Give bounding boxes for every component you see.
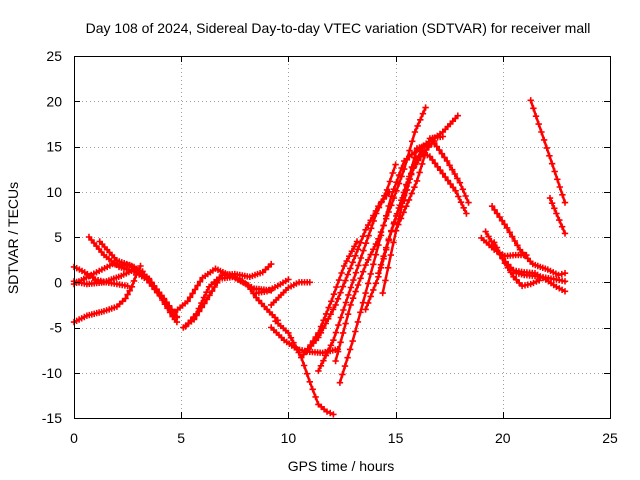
series-markers — [272, 318, 337, 418]
series-track-30 — [510, 269, 569, 285]
series-track-20 — [379, 139, 472, 297]
series-track-12 — [272, 318, 337, 418]
series-track-11 — [268, 279, 313, 309]
series-markers — [180, 273, 281, 331]
series-track-15 — [304, 238, 361, 353]
series-track-13 — [268, 324, 341, 356]
series-line — [72, 262, 179, 318]
y-tick-label: 0 — [54, 274, 62, 290]
x-tick-label: 15 — [388, 430, 404, 446]
y-tick-label: -5 — [50, 320, 63, 336]
y-axis-label: SDTVAR / TECUs — [5, 182, 21, 294]
series-markers — [510, 269, 569, 285]
series-track-09 — [180, 273, 281, 331]
y-tick-label: -15 — [42, 410, 62, 426]
series-markers — [478, 234, 530, 260]
series-markers — [546, 194, 569, 237]
series-markers — [268, 324, 341, 356]
series-markers — [253, 276, 292, 297]
data-series — [70, 97, 569, 418]
series-markers — [315, 161, 399, 375]
y-tick-label: 5 — [54, 229, 62, 245]
series-track-23 — [401, 137, 438, 204]
series-markers — [488, 203, 569, 279]
series-markers — [401, 137, 438, 204]
series-markers — [527, 97, 569, 206]
series-markers — [379, 139, 472, 297]
x-axis-label: GPS time / hours — [288, 458, 395, 474]
series-track-24 — [488, 203, 569, 279]
x-tick-label: 25 — [602, 430, 618, 446]
axis-ticks: 0 5 10 15 20 25 -15 -10 -5 0 5 10 15 20 25 — [42, 48, 618, 446]
series-track-18 — [336, 146, 470, 386]
x-tick-label: 0 — [70, 430, 78, 446]
series-track-16 — [315, 161, 399, 375]
x-tick-label: 20 — [495, 430, 511, 446]
series-markers — [304, 238, 361, 353]
chart-title: Day 108 of 2024, Sidereal Day-to-day VTE… — [86, 20, 591, 36]
series-track-27 — [478, 234, 530, 260]
series-markers — [268, 279, 313, 309]
x-tick-label: 5 — [177, 430, 185, 446]
y-tick-label: 15 — [46, 139, 62, 155]
y-tick-label: 20 — [46, 93, 62, 109]
series-track-29 — [546, 194, 569, 237]
y-tick-label: 25 — [46, 48, 62, 64]
series-track-28 — [527, 97, 569, 206]
series-track-26 — [491, 239, 543, 290]
series-markers — [491, 239, 543, 290]
series-track-10 — [253, 276, 292, 297]
y-tick-label: 10 — [46, 184, 62, 200]
grid-lines — [74, 56, 610, 418]
x-tick-label: 10 — [281, 430, 297, 446]
y-tick-label: -10 — [42, 365, 62, 381]
